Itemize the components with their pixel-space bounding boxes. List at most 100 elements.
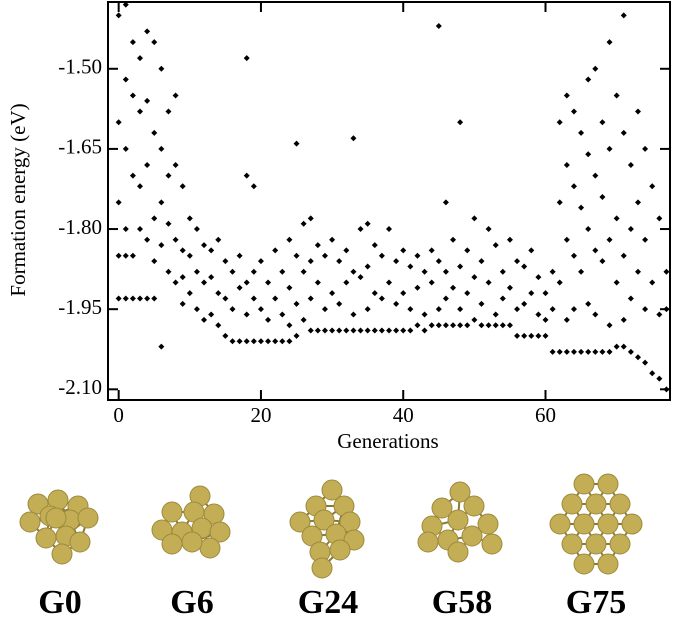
data-point [556, 119, 563, 126]
data-point [208, 274, 215, 281]
data-point [556, 279, 563, 286]
data-point [279, 338, 286, 345]
cluster-atom [549, 513, 571, 535]
data-point [343, 247, 350, 254]
data-point [144, 28, 151, 35]
data-point [435, 322, 442, 329]
data-point [442, 322, 449, 329]
data-point [592, 247, 599, 254]
cluster-atom [461, 525, 483, 547]
data-point [314, 279, 321, 286]
data-point [265, 338, 272, 345]
cluster-atom [463, 495, 485, 517]
data-point [165, 268, 172, 275]
data-point [585, 300, 592, 307]
cluster-atom [477, 513, 499, 535]
cluster-label: G58 [432, 584, 492, 621]
data-point [201, 242, 208, 249]
data-point [585, 348, 592, 355]
data-point [222, 258, 229, 265]
data-point [499, 322, 506, 329]
data-point [578, 204, 585, 211]
data-point [421, 311, 428, 318]
data-point [129, 252, 136, 259]
data-point [386, 226, 392, 233]
data-point [549, 268, 556, 275]
data-point [521, 263, 528, 270]
data-point [407, 263, 414, 270]
data-point [428, 322, 435, 329]
y-axis-label: Formation energy (eV) [6, 103, 30, 296]
cluster-label: G24 [298, 584, 358, 621]
data-point [193, 306, 200, 313]
data-point [570, 183, 577, 190]
y-tick-label: -1.80 [58, 215, 102, 239]
data-point [158, 242, 165, 249]
data-point [499, 295, 506, 302]
data-point [556, 348, 563, 355]
cluster-atom [77, 507, 99, 529]
data-point [634, 268, 641, 275]
data-point [371, 327, 378, 334]
data-point [649, 279, 656, 286]
data-point [165, 108, 172, 115]
data-point [521, 332, 528, 339]
data-point [570, 108, 577, 115]
data-point [172, 161, 179, 168]
x-axis-label: Generations [337, 429, 438, 453]
data-point [151, 129, 158, 136]
cluster-atom [431, 497, 453, 519]
data-point [357, 327, 364, 334]
data-point [350, 327, 357, 334]
data-point [151, 258, 158, 265]
data-point [293, 252, 300, 259]
data-point [556, 199, 563, 206]
data-point [144, 295, 151, 302]
data-point [272, 295, 279, 302]
cluster-atom [585, 533, 607, 555]
data-point [378, 252, 385, 259]
data-point [179, 274, 186, 281]
data-point [464, 247, 471, 254]
data-point [627, 161, 634, 168]
data-point [329, 290, 336, 297]
data-point [321, 252, 328, 259]
data-point [265, 316, 272, 323]
data-point [585, 76, 592, 83]
data-point [627, 295, 634, 302]
data-point [186, 215, 193, 222]
data-point [350, 135, 357, 142]
data-point [265, 279, 272, 286]
data-point [471, 215, 478, 222]
data-point [250, 183, 257, 190]
data-point [642, 359, 649, 366]
data-point [570, 306, 577, 313]
data-point [421, 327, 428, 334]
y-tick-label: -1.50 [58, 55, 102, 79]
data-point [144, 97, 151, 104]
data-point [144, 236, 151, 243]
data-point [158, 65, 165, 72]
data-point [257, 338, 264, 345]
data-point [599, 193, 606, 200]
data-point [563, 316, 570, 323]
y-tick-label: -1.65 [58, 135, 102, 159]
data-point [243, 311, 250, 318]
data-point [222, 332, 229, 339]
cluster-atom [209, 521, 231, 543]
data-point [649, 183, 656, 190]
data-point [378, 295, 385, 302]
data-point [585, 226, 592, 233]
data-point [592, 311, 599, 318]
data-point [457, 119, 464, 126]
cluster-atom [289, 511, 311, 533]
cluster-atom [573, 513, 595, 535]
data-point [464, 322, 471, 329]
data-point [158, 343, 165, 350]
data-point [450, 322, 457, 329]
data-point [179, 247, 186, 254]
data-point [400, 327, 407, 334]
data-point [122, 295, 129, 302]
data-point [321, 306, 328, 313]
cluster-atom [609, 493, 631, 515]
